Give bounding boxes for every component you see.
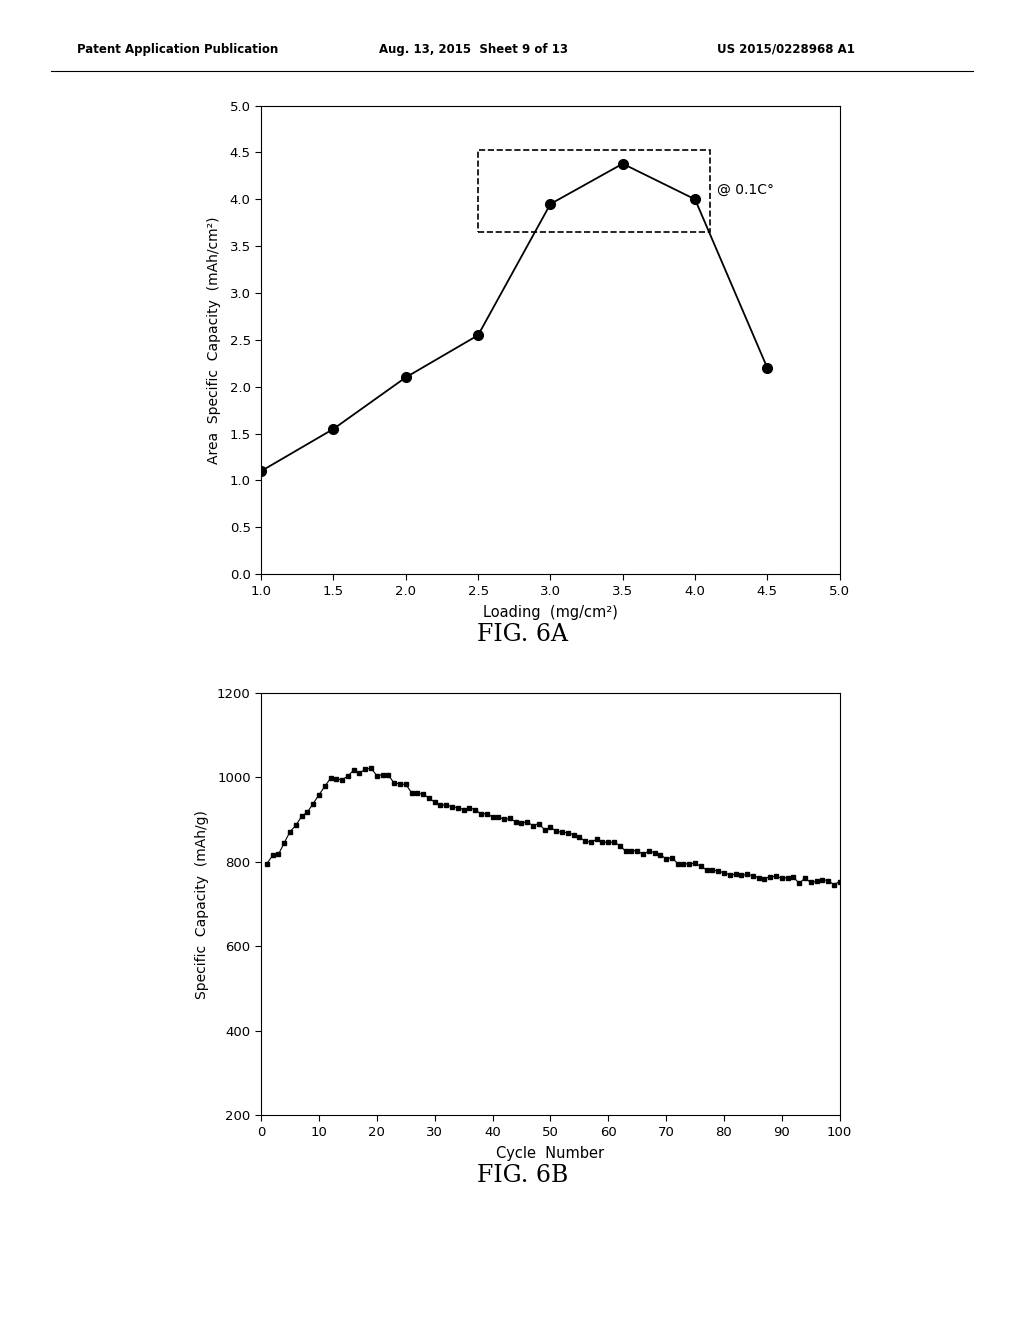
Text: Aug. 13, 2015  Sheet 9 of 13: Aug. 13, 2015 Sheet 9 of 13: [379, 42, 568, 55]
X-axis label: Cycle  Number: Cycle Number: [497, 1146, 604, 1160]
Text: Patent Application Publication: Patent Application Publication: [77, 42, 279, 55]
Y-axis label: Area  Specific  Capacity  (mAh/cm²): Area Specific Capacity (mAh/cm²): [207, 216, 221, 463]
Text: FIG. 6B: FIG. 6B: [476, 1164, 568, 1187]
Text: US 2015/0228968 A1: US 2015/0228968 A1: [717, 42, 855, 55]
Bar: [478, 149, 710, 232]
Text: @ 0.1C°: @ 0.1C°: [717, 183, 774, 197]
Y-axis label: Specific  Capacity  (mAh/g): Specific Capacity (mAh/g): [195, 809, 209, 999]
X-axis label: Loading  (mg/cm²): Loading (mg/cm²): [483, 605, 617, 619]
Text: FIG. 6A: FIG. 6A: [477, 623, 567, 645]
